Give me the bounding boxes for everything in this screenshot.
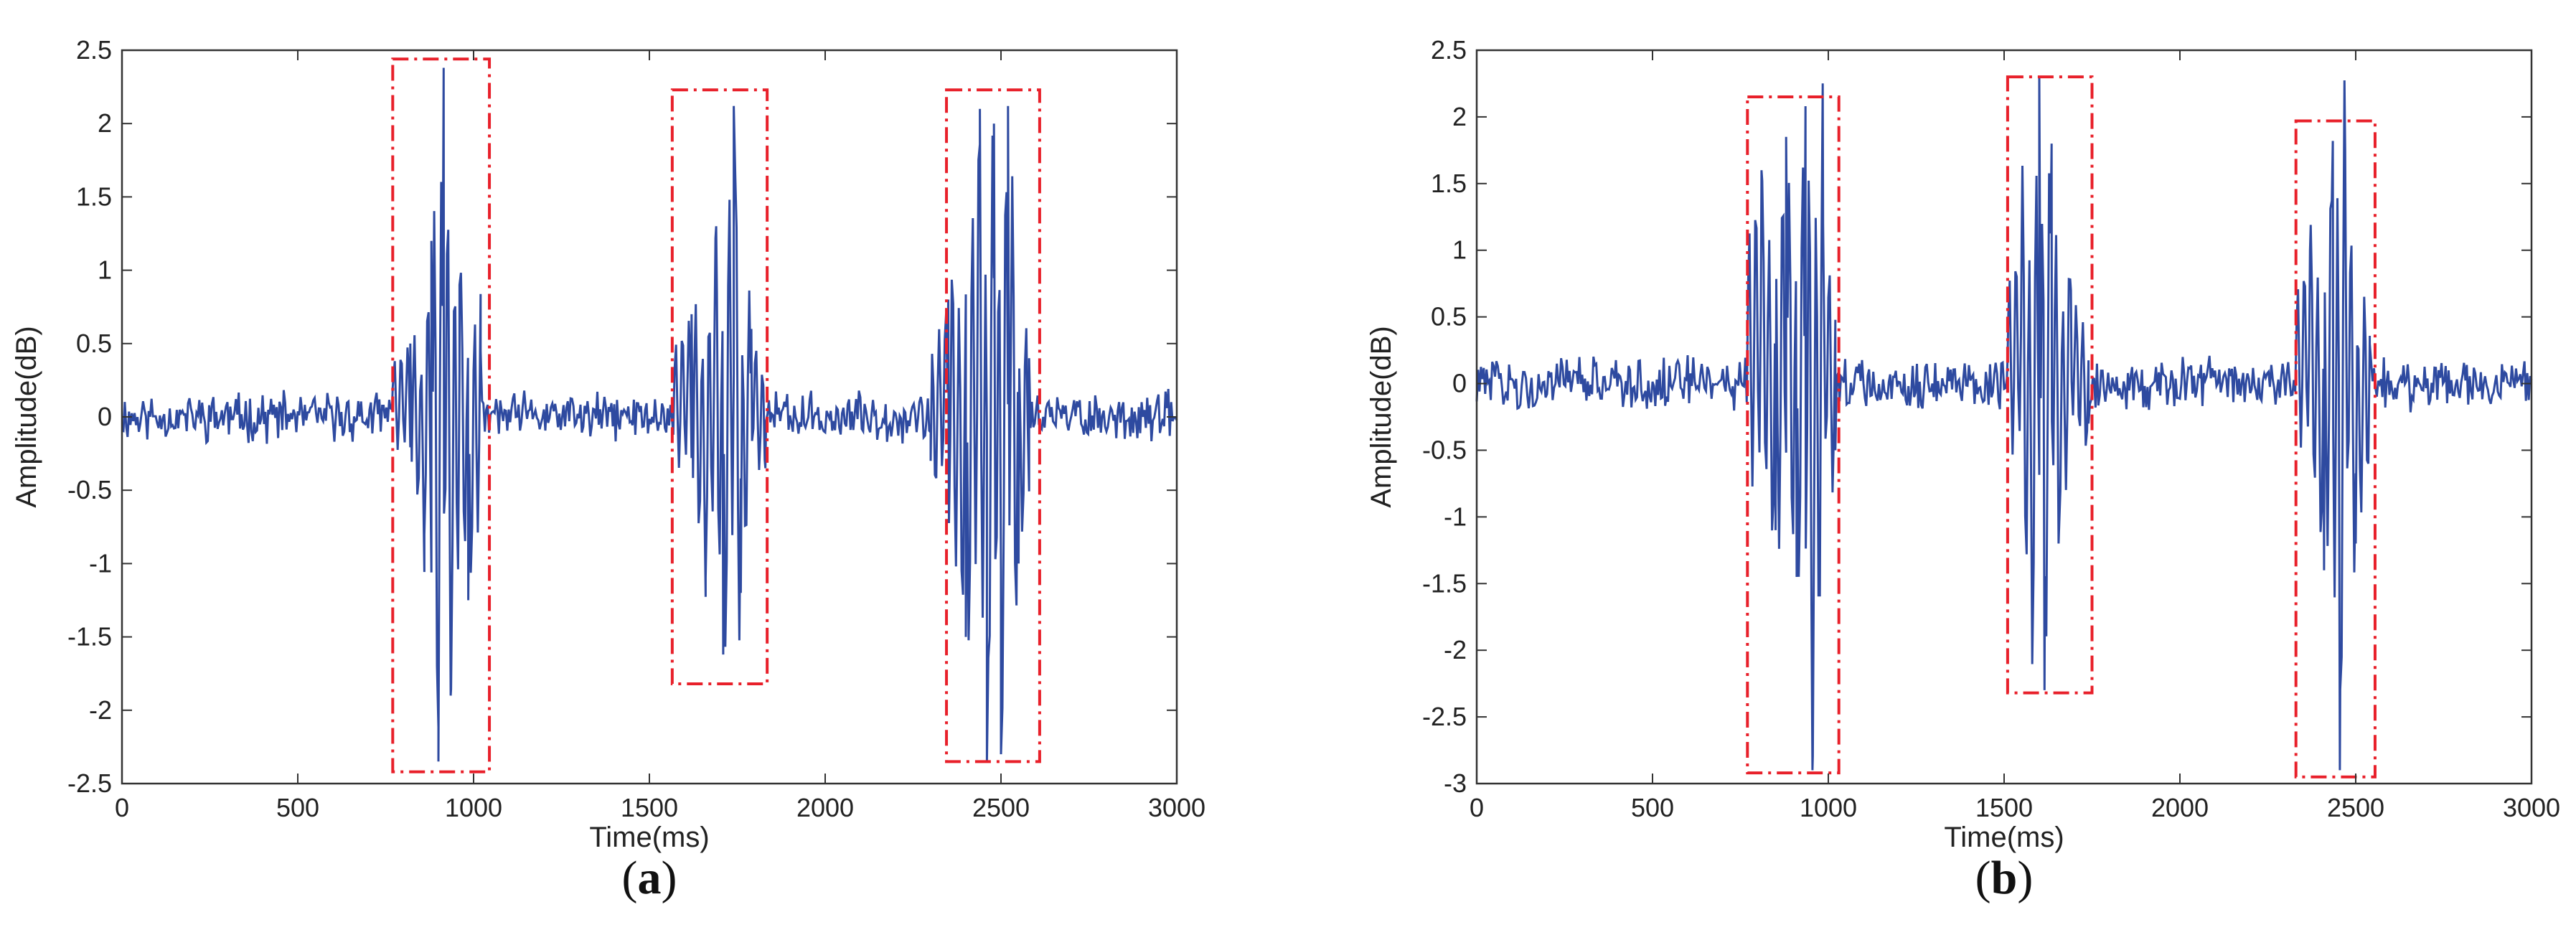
x-axis-label: Time(ms) [1944,822,2064,853]
y-tick-label: -2 [89,695,112,725]
y-tick-label: -1 [89,548,112,578]
panel-label-close: ) [662,852,677,904]
y-tick-label: -0.5 [67,475,112,504]
panel-label-letter: a [638,852,662,904]
panel-label-close: ) [2017,852,2033,904]
plot-frame [1475,49,2533,785]
panel-label-open: ( [622,852,638,904]
panel-label: (b) [1975,852,2034,904]
y-tick-label: 1 [98,255,112,285]
highlight-box-1 [1746,95,1841,775]
x-tick-label: 3000 [2503,793,2560,822]
y-tick-label: 2.5 [1431,35,1467,65]
panel-label-letter: b [1991,852,2018,904]
y-tick-label: 0 [1452,369,1467,398]
signal-line [1475,77,2533,771]
x-tick-label: 2500 [972,793,1030,822]
signal-line [121,67,1178,762]
x-tick-label: 500 [276,793,319,822]
highlight-box-2 [670,88,769,686]
chart-panel-b: 0 500 1000 1500 2000 2500 3000 -3 -2.5 -2 -1.5 -1 -0… [1365,35,2560,904]
y-tick-label: -1.5 [1422,568,1467,598]
x-tick-label: 3000 [1148,793,1205,822]
y-tick-label: 0 [98,402,112,431]
y-tick-label: 2 [98,108,112,138]
highlight-box-3 [2294,119,2377,779]
x-tick-label: 2000 [796,793,854,822]
y-tick-label: 0.5 [1431,302,1467,332]
y-tick-label: 1.5 [1431,169,1467,198]
y-tick-label: -0.5 [1422,435,1467,464]
x-tick-label: 1500 [1975,793,2033,822]
y-tick-label: -2.5 [67,769,112,798]
y-tick-label: -1.5 [67,622,112,652]
x-tick-label: 1000 [445,793,502,822]
x-tick-label: 0 [1470,793,1484,822]
x-tick-label: 1000 [1800,793,1857,822]
highlight-box-2 [2006,75,2094,695]
y-axis-label: Amplitude(dB) [11,326,42,507]
y-tick-label: 1.5 [76,182,112,211]
x-tick-label: 500 [1631,793,1674,822]
y-tick-label: 1 [1452,235,1467,265]
x-tick-label: 0 [115,793,129,822]
y-tick-label: 2 [1452,102,1467,131]
x-axis-label: Time(ms) [589,822,709,853]
panel-label: (a) [622,852,677,904]
y-tick-label: 0.5 [76,329,112,358]
panel-label-open: ( [1975,852,1991,904]
x-tick-label: 2000 [2151,793,2209,822]
highlight-box-3 [945,88,1041,763]
y-tick-label: -1 [1444,502,1467,531]
y-tick-label: -2.5 [1422,702,1467,731]
y-tick-label: -3 [1444,769,1467,798]
x-tick-label: 1500 [621,793,678,822]
x-tick-label: 2500 [2327,793,2384,822]
chart-panel-a: 0 500 1000 1500 2000 2500 3000 -2.5 -2 -1.5 -1 -0.5… [11,35,1205,904]
y-tick-label: -2 [1444,635,1467,664]
y-axis-label: Amplitude(dB) [1365,326,1397,507]
y-tick-label: 2.5 [76,35,112,65]
highlight-box-1 [391,57,492,774]
